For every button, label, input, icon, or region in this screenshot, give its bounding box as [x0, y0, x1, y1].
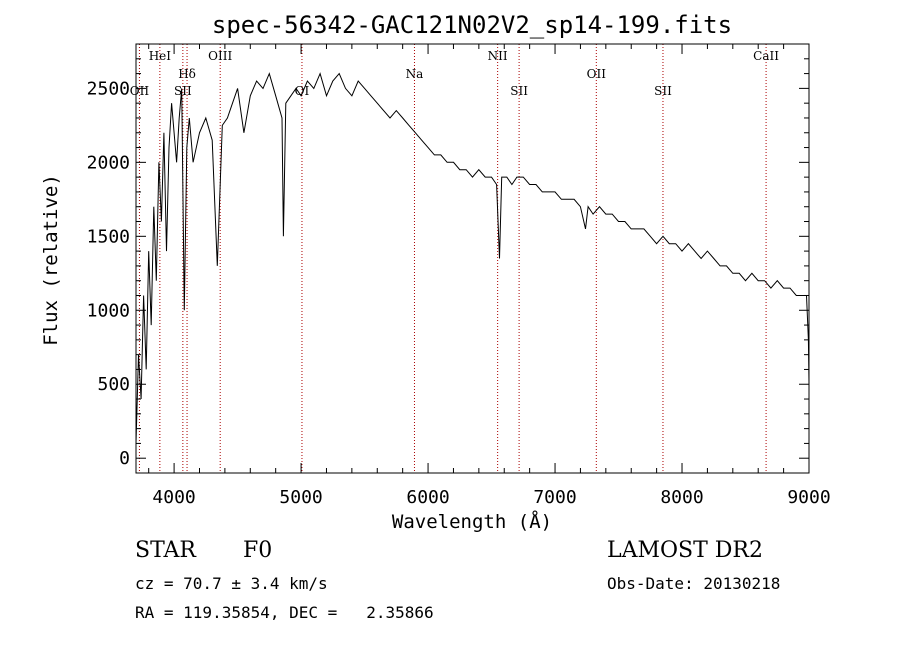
survey-name: LAMOST DR2: [607, 538, 763, 563]
x-tick-label-2: 6000: [406, 487, 449, 508]
marker-label-4: Hδ: [178, 67, 196, 81]
marker-label-7: OII: [130, 84, 150, 98]
y-tick-label-1: 500: [97, 374, 130, 395]
object-subclass: F0: [243, 538, 273, 563]
marker-label-6: OII: [587, 67, 607, 81]
x-tick-label-1: 5000: [279, 487, 322, 508]
emission-line-markers: HeI OIII NII CaII Hδ Na OII OII SII OI SII SII: [130, 44, 779, 473]
observation-date: Obs-Date: 20130218: [607, 574, 781, 593]
object-class: STAR: [135, 538, 196, 563]
x-tick-label-4: 8000: [660, 487, 703, 508]
marker-label-1: OIII: [208, 49, 232, 63]
redshift-cz: cz = 70.7 ± 3.4 km/s: [135, 574, 328, 593]
marker-label-0: HeI: [149, 49, 172, 63]
x-tick-label-3: 7000: [533, 487, 576, 508]
marker-label-11: SII: [654, 84, 672, 98]
marker-label-3: CaII: [753, 49, 779, 63]
marker-label-2: NII: [488, 49, 508, 63]
x-axis-label: Wavelength (Å): [392, 510, 552, 533]
y-tick-label-5: 2500: [87, 78, 130, 99]
y-tick-label-2: 1000: [87, 300, 130, 321]
marker-label-5: Na: [406, 67, 424, 81]
y-tick-label-4: 2000: [87, 152, 130, 173]
chart-title: spec-56342-GAC121N02V2_sp14-199.fits: [212, 11, 732, 39]
spectrum-line: [135, 72, 810, 444]
plot-frame: [135, 43, 810, 474]
marker-label-8: SII: [174, 84, 192, 98]
marker-label-9: OI: [295, 84, 310, 98]
x-tick-label-0: 4000: [152, 487, 195, 508]
x-tick-label-5: 9000: [787, 487, 830, 508]
marker-label-10: SII: [510, 84, 528, 98]
axes: 4000 5000 6000 7000 8000 9000 0 500 1000 1500 2000…: [87, 43, 831, 508]
y-tick-label-0: 0: [119, 448, 130, 469]
y-axis-label: Flux (relative): [40, 174, 62, 346]
y-tick-label-3: 1500: [87, 226, 130, 247]
ra-dec-coordinates: RA = 119.35854, DEC = 2.35866: [135, 603, 434, 622]
